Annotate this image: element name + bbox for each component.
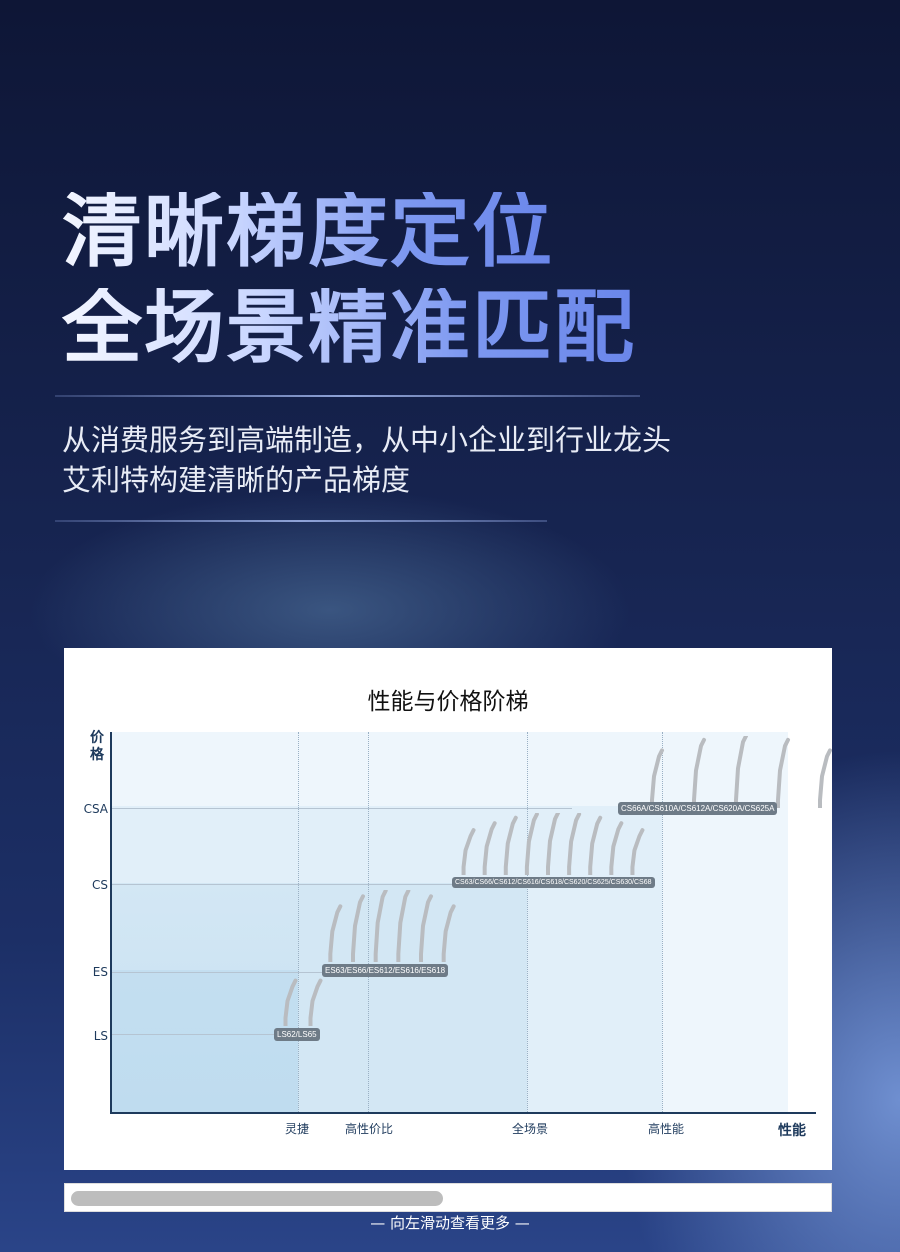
subtitle-line-2: 艾利特构建清晰的产品梯度 (62, 463, 411, 497)
scroll-hint: — 向左滑动查看更多 — (370, 1214, 530, 1232)
series-tag-csa: CS66A/CS610A/CS612A/CS620A/CS625A (618, 802, 778, 815)
x-tick: 高性能 (647, 1122, 685, 1136)
robot-arm-icon (776, 737, 790, 810)
robot-group-cs (456, 811, 646, 879)
plot-area (110, 732, 788, 1112)
chart-title: 性能与价格阶梯 (367, 689, 529, 715)
robot-arm-icon (396, 888, 411, 964)
robot-arm-icon (482, 821, 497, 877)
robot-arm-icon (308, 978, 323, 1028)
headline-line-2: 全场景精准匹配 (62, 281, 636, 374)
robot-arm-icon (351, 894, 365, 964)
robot-icons (328, 888, 456, 964)
robot-arm-icon (503, 815, 518, 877)
y-axis-label: 价格 (90, 730, 104, 763)
series-tag-es: ES63/ES66/ES612/ES616/ES618 (322, 964, 449, 977)
series-tag-ls: LS62/LS65 (274, 1028, 320, 1041)
robot-arm-icon (692, 737, 706, 810)
x-tick: 灵捷 (284, 1122, 310, 1136)
x-axis-label: 性能 (778, 1123, 806, 1139)
robot-arm-icon (609, 821, 624, 877)
robot-group-ls (276, 978, 326, 1030)
robot-icons (283, 978, 323, 1028)
gridline-csa (110, 808, 572, 809)
y-tick: LS (93, 1029, 108, 1043)
subtitle-line-1: 从消费服务到高端制造，从中小企业到行业龙头 (62, 423, 672, 457)
gridline-ls (110, 1034, 278, 1035)
divider (55, 395, 640, 397)
robot-arm-icon (283, 978, 298, 1028)
robot-arm-icon (588, 815, 603, 877)
robot-arm-icon (630, 828, 645, 877)
robot-arm-icon (524, 812, 539, 877)
divider (55, 520, 547, 522)
x-tick: 全场景 (511, 1122, 549, 1136)
robot-group-es (322, 888, 458, 966)
robot-arm-icon (328, 904, 343, 964)
robot-arm-icon (419, 894, 433, 964)
y-tick: CS (92, 878, 108, 892)
robot-arm-icon (546, 811, 560, 877)
series-tag-cs: CS63/CS66/CS612/CS616/CS618/CS620/CS625/… (452, 877, 655, 888)
robot-arm-icon (441, 904, 456, 964)
chart-card: 性能与价格阶梯 价格 性能 CSA CS ES LS 灵捷 高性价比 全场景 高… (64, 648, 832, 1170)
robot-icons (461, 811, 645, 877)
y-tick: ES (92, 965, 108, 979)
robot-group-csa (634, 734, 844, 812)
scrollbar-thumb[interactable] (71, 1191, 443, 1206)
headline-line-1: 清晰梯度定位 (62, 185, 554, 278)
robot-arm-icon (567, 812, 582, 877)
x-axis (110, 1112, 816, 1114)
robot-arm-icon (461, 828, 476, 877)
y-axis (110, 732, 112, 1114)
band-ls (110, 970, 298, 1112)
y-tick: CSA (83, 802, 108, 816)
horizontal-scrollbar[interactable] (64, 1183, 832, 1212)
robot-icons (650, 734, 832, 810)
gridline-es (110, 972, 325, 973)
robot-arm-icon (373, 888, 388, 964)
x-tick: 高性价比 (344, 1122, 394, 1136)
robot-arm-icon (734, 734, 748, 810)
gridline-cs (110, 884, 460, 885)
robot-arm-icon (818, 748, 832, 810)
robot-arm-icon (650, 748, 664, 810)
